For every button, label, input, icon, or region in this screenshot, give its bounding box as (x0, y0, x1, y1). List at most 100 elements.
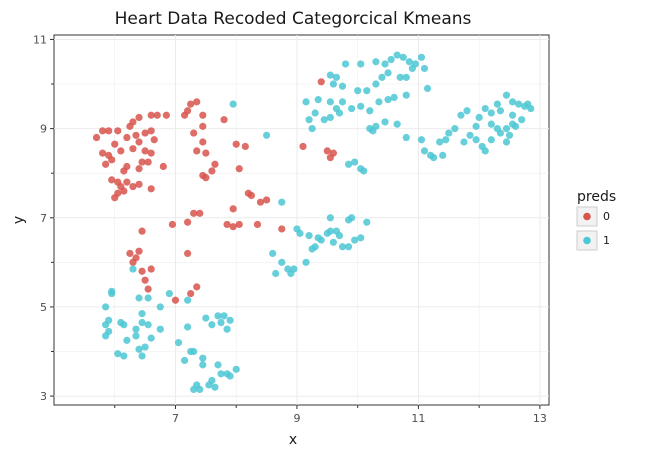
point-cluster-1 (223, 325, 231, 333)
point-cluster-0 (262, 196, 271, 204)
point-cluster-1 (508, 111, 517, 119)
point-cluster-1 (217, 370, 225, 378)
point-cluster-0 (135, 138, 143, 146)
point-cluster-1 (487, 109, 495, 117)
point-cluster-0 (202, 149, 210, 157)
point-cluster-1 (338, 98, 347, 106)
data-points (92, 51, 535, 393)
point-cluster-1 (147, 334, 155, 342)
x-tick-label: 7 (172, 412, 179, 425)
point-cluster-0 (102, 160, 110, 168)
point-cluster-1 (305, 232, 313, 240)
point-cluster-1 (329, 238, 337, 246)
point-cluster-0 (135, 180, 143, 188)
point-cluster-1 (423, 84, 432, 93)
point-cluster-1 (226, 372, 234, 380)
point-cluster-0 (190, 129, 198, 137)
x-tick-label: 9 (293, 412, 300, 425)
point-cluster-1 (515, 100, 523, 108)
point-cluster-1 (102, 332, 110, 340)
point-cluster-1 (317, 236, 325, 244)
y-axis-title: y (11, 216, 27, 224)
point-cluster-0 (159, 162, 167, 171)
point-cluster-0 (323, 147, 331, 155)
x-axis-title: x (289, 432, 297, 448)
point-cluster-0 (317, 78, 325, 86)
point-cluster-0 (187, 289, 195, 298)
point-cluster-1 (326, 227, 334, 235)
point-cluster-1 (156, 325, 164, 333)
point-cluster-1 (184, 323, 192, 331)
point-cluster-0 (129, 258, 137, 266)
legend-swatch-0 (583, 212, 591, 221)
point-cluster-1 (402, 73, 410, 81)
point-cluster-1 (278, 198, 286, 206)
point-cluster-1 (357, 234, 365, 242)
y-tick-label: 11 (33, 33, 47, 46)
legend-label-1: 1 (603, 234, 610, 247)
point-cluster-1 (463, 107, 471, 115)
point-cluster-1 (335, 109, 344, 117)
point-cluster-0 (129, 145, 137, 153)
point-cluster-1 (217, 318, 225, 327)
point-cluster-0 (126, 249, 134, 258)
y-tick-label: 5 (40, 301, 47, 314)
point-cluster-1 (102, 303, 110, 311)
point-cluster-1 (320, 116, 328, 124)
legend-title: preds (577, 189, 616, 205)
point-cluster-1 (338, 243, 347, 251)
point-cluster-0 (229, 205, 237, 213)
point-cluster-0 (147, 127, 155, 135)
point-cluster-1 (180, 356, 189, 365)
point-cluster-1 (205, 381, 213, 389)
point-cluster-0 (135, 113, 143, 122)
legend-label-0: 0 (603, 210, 610, 223)
point-cluster-0 (211, 160, 219, 168)
point-cluster-1 (363, 87, 371, 95)
point-cluster-1 (348, 104, 356, 113)
point-cluster-1 (308, 245, 316, 253)
point-cluster-1 (135, 294, 143, 302)
point-cluster-0 (184, 249, 192, 258)
point-cluster-1 (187, 347, 195, 356)
point-cluster-1 (472, 136, 480, 144)
point-cluster-1 (420, 64, 429, 73)
point-cluster-1 (141, 343, 149, 351)
point-cluster-0 (199, 138, 207, 146)
point-cluster-1 (114, 350, 122, 358)
point-cluster-0 (123, 133, 131, 142)
point-cluster-1 (487, 120, 495, 128)
point-cluster-1 (132, 332, 140, 340)
point-cluster-1 (311, 109, 319, 117)
point-cluster-0 (278, 225, 286, 233)
point-cluster-1 (132, 325, 140, 333)
point-cluster-1 (481, 104, 489, 113)
point-cluster-1 (417, 136, 426, 144)
point-cluster-0 (135, 165, 143, 173)
point-cluster-0 (223, 220, 231, 229)
point-cluster-1 (232, 365, 240, 373)
point-cluster-0 (199, 111, 207, 119)
chart-title: Heart Data Recoded Categorcical Kmeans (115, 9, 472, 29)
point-cluster-0 (141, 276, 149, 284)
point-cluster-1 (393, 51, 401, 59)
point-cluster-0 (117, 147, 125, 155)
point-cluster-0 (256, 198, 265, 206)
point-cluster-1 (156, 303, 164, 311)
point-cluster-0 (108, 156, 116, 164)
point-cluster-1 (366, 107, 374, 115)
point-cluster-0 (92, 133, 101, 142)
point-cluster-1 (518, 116, 526, 124)
point-cluster-1 (375, 98, 383, 106)
point-cluster-1 (451, 125, 459, 133)
point-cluster-1 (144, 294, 152, 302)
point-cluster-1 (269, 249, 277, 258)
point-cluster-0 (147, 185, 155, 193)
point-cluster-1 (351, 236, 359, 244)
point-cluster-1 (372, 58, 380, 66)
point-cluster-0 (162, 111, 170, 119)
point-cluster-1 (344, 160, 353, 168)
point-cluster-1 (445, 129, 453, 137)
point-cluster-1 (302, 98, 310, 106)
